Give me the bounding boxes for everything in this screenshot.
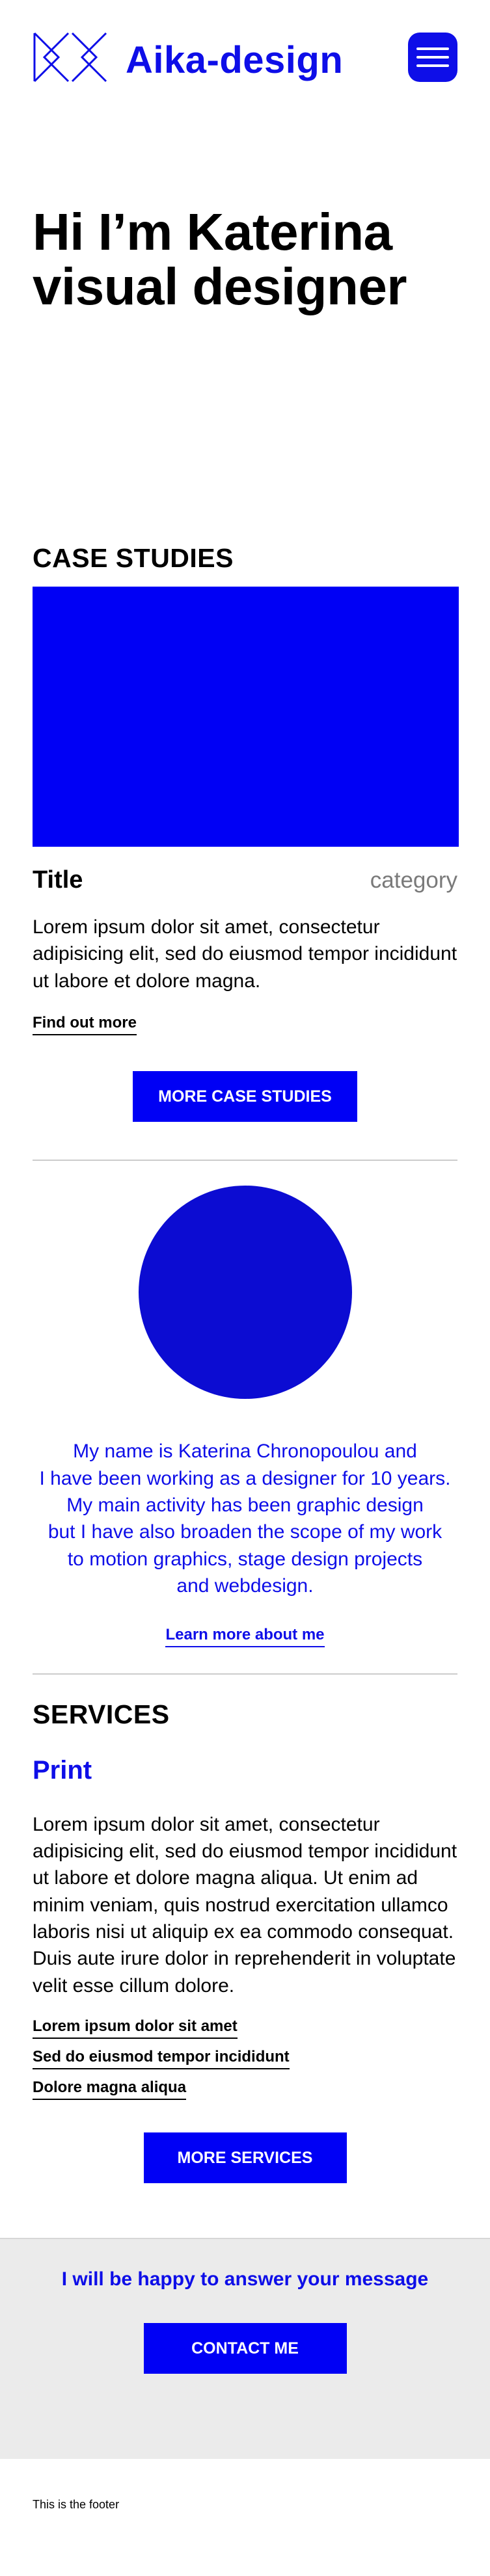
contact-section: I will be happy to answer your message C… — [0, 2238, 490, 2460]
service-link[interactable]: Dolore magna aliqua — [33, 2078, 187, 2101]
contact-text: I will be happy to answer your message — [61, 2268, 429, 2291]
about-line: to motion graphics, stage design project… — [67, 1548, 423, 1570]
case-study-title[interactable]: Title — [33, 866, 83, 894]
profile-avatar — [138, 1186, 352, 1400]
about-line: My main activity has been graphic design — [66, 1494, 424, 1516]
case-studies-title: CASE STUDIES — [33, 543, 234, 573]
section-divider — [33, 1673, 457, 1675]
hamburger-menu-icon[interactable] — [408, 33, 457, 82]
case-study-description: Lorem ipsum dolor sit amet, consectetur … — [33, 916, 457, 992]
menu-line — [416, 47, 449, 50]
about-line: My name is Katerina Chronopoulou and — [73, 1441, 417, 1463]
service-link[interactable]: Lorem ipsum dolor sit amet — [33, 2017, 238, 2039]
case-study-category: category — [370, 868, 457, 893]
brand-name[interactable]: Aika-design — [126, 39, 344, 81]
more-case-studies-button[interactable]: MORE CASE STUDIES — [133, 1071, 357, 1122]
services-description: Lorem ipsum dolor sit amet, consectetur … — [33, 1813, 457, 1997]
menu-line — [416, 56, 449, 59]
hero-line-1: Hi I’m Katerina — [33, 203, 392, 261]
services-section: SERVICES Print Lorem ipsum dolor sit ame… — [0, 1699, 490, 2184]
site-footer: This is the footer — [0, 2459, 490, 2576]
about-line: I have been working as a designer for 10… — [39, 1467, 451, 1489]
list-item: Sed do eiusmod tempor incididunt — [33, 2048, 457, 2070]
list-item: Lorem ipsum dolor sit amet — [33, 2017, 457, 2039]
service-print-title: Print — [33, 1755, 92, 1785]
case-study-image[interactable] — [33, 587, 459, 847]
contact-me-button[interactable]: CONTACT ME — [143, 2323, 347, 2374]
hero-section: Hi I’m Katerina visual designer — [0, 127, 490, 543]
list-item: Dolore magna aliqua — [33, 2078, 457, 2101]
services-title: SERVICES — [33, 1699, 170, 1729]
about-line: and webdesign. — [176, 1575, 314, 1597]
about-section: My name is Katerina Chronopoulou and I h… — [0, 1186, 490, 1673]
learn-more-about-me-link[interactable]: Learn more about me — [165, 1626, 325, 1647]
footer-text: This is the footer — [33, 2498, 120, 2512]
case-study-meta: Title category — [33, 866, 457, 894]
service-link[interactable]: Sed do eiusmod tempor incididunt — [33, 2048, 290, 2070]
hero-heading: Hi I’m Katerina visual designer — [33, 205, 457, 314]
about-text: My name is Katerina Chronopoulou and I h… — [0, 1438, 490, 1599]
service-links-list: Lorem ipsum dolor sit amet Sed do eiusmo… — [33, 2017, 457, 2101]
section-divider — [33, 1160, 457, 1162]
logo-icon[interactable] — [33, 31, 108, 83]
site-header: Aika-design — [0, 0, 490, 127]
find-out-more-link[interactable]: Find out more — [33, 1014, 137, 1036]
hero-line-2: visual designer — [33, 258, 407, 315]
menu-line — [416, 64, 449, 67]
case-studies-section: CASE STUDIES Title category Lorem ipsum … — [0, 543, 490, 1160]
more-services-button[interactable]: MORE SERVICES — [143, 2132, 347, 2184]
about-line: but I have also broaden the scope of my … — [48, 1521, 442, 1543]
